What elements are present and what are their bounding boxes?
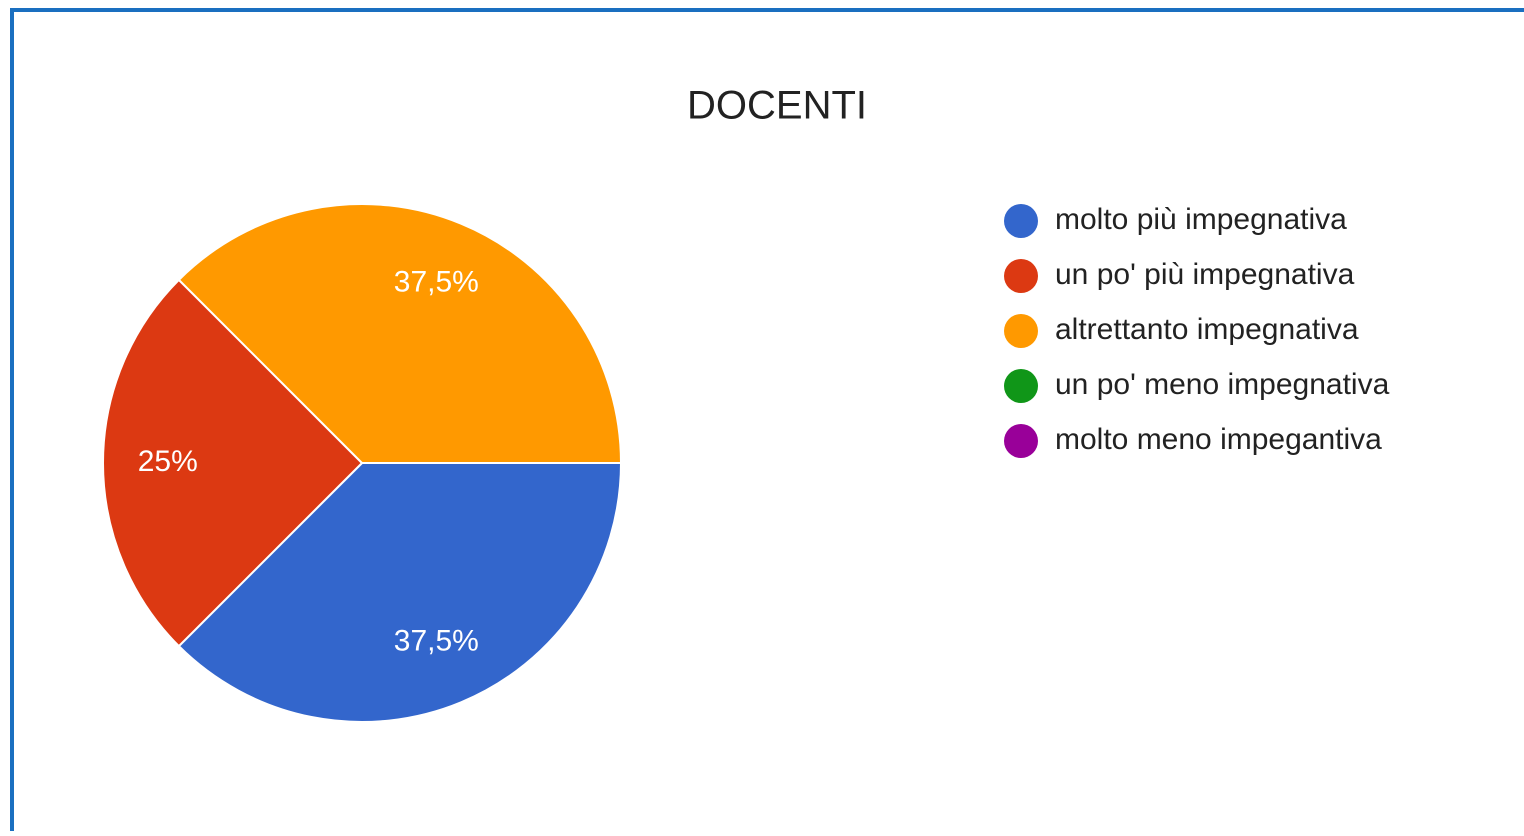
legend-label: un po' meno impegnativa — [1055, 368, 1390, 401]
legend-swatch — [1004, 424, 1038, 458]
legend-label: altrettanto impegnativa — [1055, 313, 1359, 346]
legend-label: un po' più impegnativa — [1055, 258, 1355, 291]
legend-swatch — [1004, 314, 1038, 348]
chart-title: DOCENTI — [687, 84, 867, 128]
legend-label: molto più impegnativa — [1055, 203, 1347, 236]
legend-swatch — [1004, 259, 1038, 293]
slice-label: 37,5% — [394, 265, 479, 298]
pie-slice — [177, 203, 623, 464]
legend-swatch — [1004, 369, 1038, 403]
frame — [10, 8, 1524, 836]
slice-label: 25% — [138, 445, 198, 478]
slice-label: 37,5% — [394, 624, 479, 657]
pie-slice — [102, 278, 364, 648]
legend-label: molto meno impegantiva — [1055, 423, 1382, 456]
pie-slice — [177, 462, 623, 723]
legend-swatch — [1004, 204, 1038, 238]
